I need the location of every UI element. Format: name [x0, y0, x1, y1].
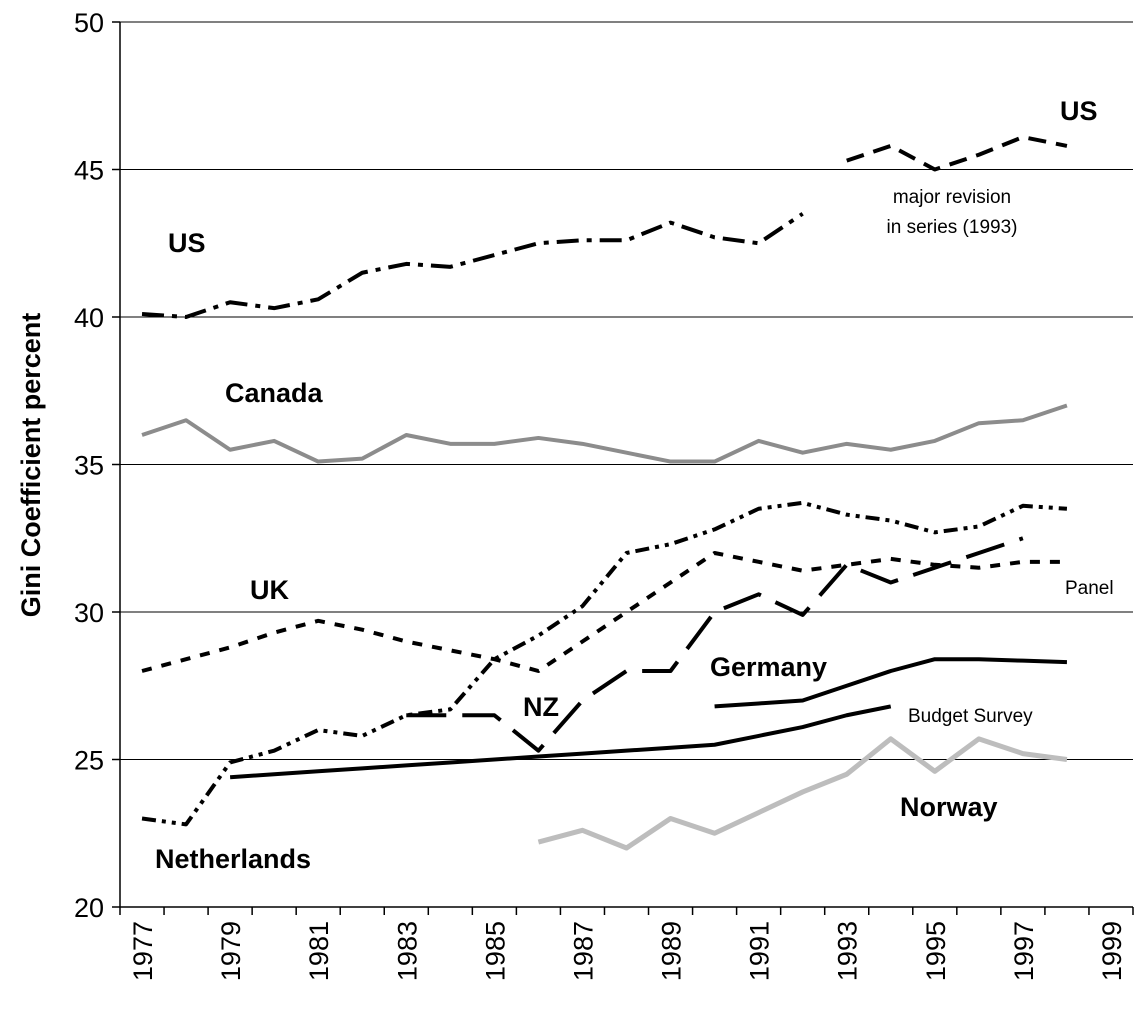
x-tick-label: 1983: [392, 921, 422, 981]
series-line: [846, 135, 1068, 172]
series-line: [141, 551, 1067, 673]
series-label: UK: [250, 575, 289, 605]
x-tick-label: 1993: [833, 921, 863, 981]
x-tick-label: 1995: [921, 921, 951, 981]
x-tick-label: 1987: [568, 921, 598, 981]
x-tick-label: 1997: [1009, 921, 1039, 981]
y-tick-label: 45: [74, 156, 104, 186]
series-label: US: [1060, 96, 1098, 126]
series-label: NZ: [523, 692, 559, 722]
y-tick-label: 50: [74, 8, 104, 38]
series-label: Norway: [900, 792, 998, 822]
x-tick-label: 1985: [480, 921, 510, 981]
y-tick-label: 30: [74, 598, 104, 628]
series-label: Netherlands: [155, 844, 311, 874]
x-tick-label: 1977: [128, 921, 158, 981]
series-line: [141, 212, 804, 319]
series-line: [537, 736, 1068, 851]
series-line: [406, 536, 1024, 753]
annotation: Germany: [710, 652, 827, 682]
y-tick-label: 20: [74, 893, 104, 923]
y-tick-label: 40: [74, 303, 104, 333]
x-tick-label: 1989: [657, 921, 687, 981]
x-tick-label: 1999: [1097, 921, 1127, 981]
series-label: US: [168, 228, 206, 258]
x-tick-label: 1981: [304, 921, 334, 981]
x-tick-label: 1991: [745, 921, 775, 981]
series-label: Canada: [225, 378, 324, 408]
series-line: [141, 403, 1068, 464]
annotation: major revision: [893, 187, 1011, 208]
x-tick-label: 1979: [216, 921, 246, 981]
series-line: [141, 500, 1068, 827]
series-label: Budget Survey: [908, 706, 1033, 727]
y-axis-title: Gini Coefficient percent: [16, 313, 46, 618]
series-line: [229, 704, 892, 780]
y-tick-label: 25: [74, 746, 104, 776]
series-label: Panel: [1065, 578, 1114, 599]
annotation: in series (1993): [887, 217, 1018, 238]
y-tick-label: 35: [74, 451, 104, 481]
series-line: [714, 657, 1067, 709]
